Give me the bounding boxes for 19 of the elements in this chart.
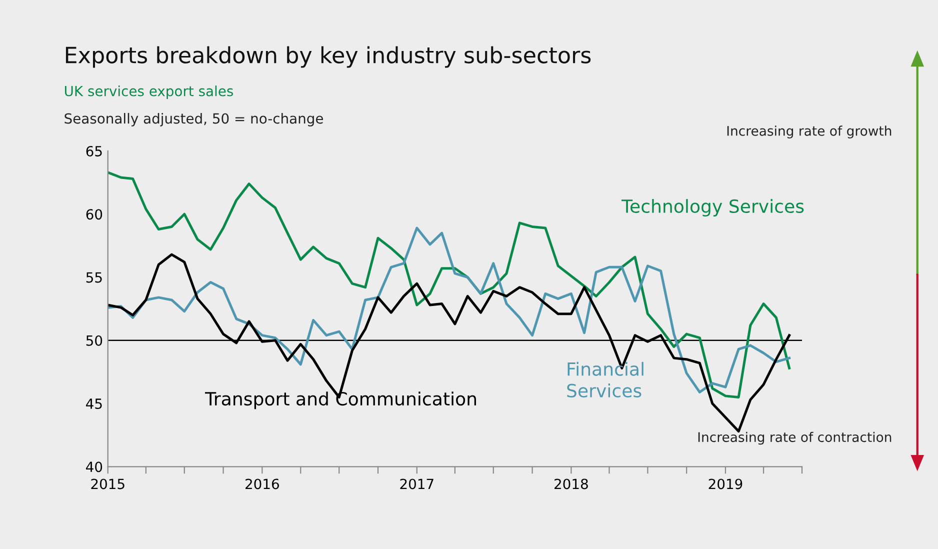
x-tick-label: 2019 <box>708 478 742 490</box>
annotation: Increasing rate of contraction <box>698 432 892 445</box>
series-label: Financial Services <box>567 362 644 398</box>
x-tick-label: 2018 <box>554 478 588 490</box>
series-label: Transport and Communication <box>204 392 476 410</box>
chart-subtitle: UK services export sales <box>64 86 233 99</box>
y-tick-label: 40 <box>86 462 102 472</box>
y-tick-label: 50 <box>86 335 102 346</box>
x-tick-label: 2015 <box>91 478 124 490</box>
text: Increasing rate of growth <box>727 126 892 138</box>
y-tick-label: 65 <box>86 146 102 156</box>
text: Technology Services <box>621 199 804 217</box>
y-axis-title: Seasonally adjusted, 50 = no-change <box>64 112 324 126</box>
x-tick-label: 2017 <box>400 478 434 490</box>
chart-title: Exports breakdown by key industry sub-sectors <box>66 46 591 68</box>
y-tick-label: 55 <box>86 272 102 283</box>
y-tick-label: 60 <box>86 209 102 220</box>
y-tick-label: 45 <box>86 398 102 409</box>
x-tick-label: 2016 <box>246 478 279 490</box>
